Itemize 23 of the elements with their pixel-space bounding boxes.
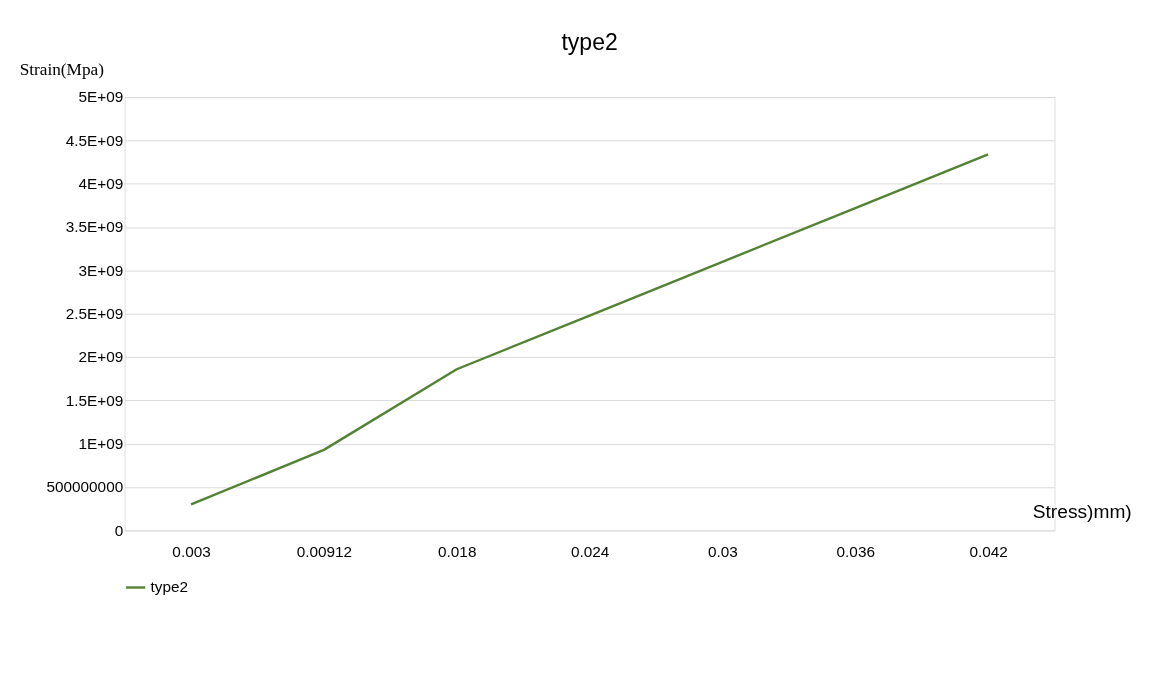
y-tick-label: 2E+09 [78,348,124,366]
y-tick-label: 1E+09 [78,435,124,453]
legend-label: type2 [150,578,189,596]
y-tick-label: 500000000 [46,478,124,496]
x-tick-label: 0.018 [438,542,477,560]
chart-title: type2 [561,29,618,56]
y-tick-label: 3.5E+09 [65,218,124,236]
y-tick-label: 4.5E+09 [65,131,124,149]
y-tick-label: 3E+09 [78,261,124,279]
y-tick-label: 1.5E+09 [65,391,124,409]
x-axis-title: Stress)mm) [1032,500,1132,522]
y-tick-label: 5E+09 [78,88,124,106]
y-tick-label: 4E+09 [78,175,124,193]
x-tick-label: 0.003 [172,542,211,560]
x-tick-label: 0.024 [570,542,610,560]
x-tick-label: 0.03 [707,542,738,560]
x-tick-label: 0.036 [836,542,875,560]
line-series [189,153,990,506]
y-tick-label: 2.5E+09 [65,305,124,323]
x-tick-label: 0.00912 [296,542,353,560]
y-tick-label: 0 [114,521,124,539]
x-tick-label: 0.042 [969,542,1008,560]
y-axis-title: Strain(Mpa) [19,59,104,79]
